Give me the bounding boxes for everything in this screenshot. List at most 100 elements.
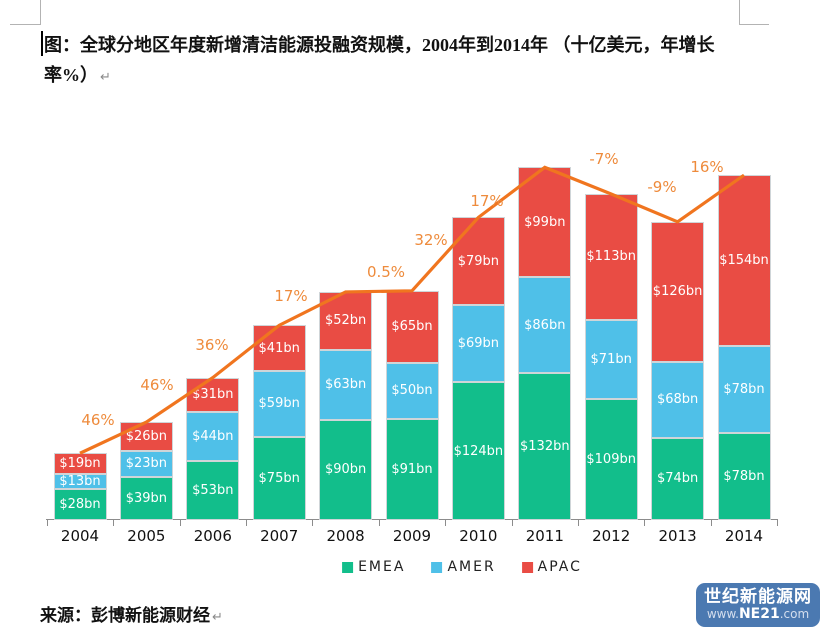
bar-value-label: $154bn: [719, 253, 769, 269]
bar-segment-apac: $41bn: [252, 325, 306, 371]
bar-value-label: $69bn: [457, 336, 500, 352]
source-text: 来源：彭博新能源财经: [40, 606, 210, 625]
bar-value-label: $74bn: [656, 471, 699, 487]
bar-value-label: $90bn: [324, 462, 367, 478]
bar-value-label: $44bn: [192, 429, 234, 445]
bar-value-label: $126bn: [652, 284, 703, 300]
bar-segment-apac: $154bn: [717, 175, 771, 347]
bar-value-label: $28bn: [59, 496, 101, 512]
bar-value-label: $41bn: [258, 340, 300, 356]
legend-swatch: [431, 561, 443, 573]
growth-rate-label: 17%: [470, 192, 504, 210]
source-line: 来源：彭博新能源财经 ↵: [40, 601, 223, 626]
bar-value-label: $99bn: [524, 214, 566, 230]
growth-rate-label: 46%: [81, 411, 115, 429]
legend-swatch: [521, 561, 533, 573]
x-axis-label: 2008: [326, 527, 365, 545]
bar-segment-apac: $126bn: [651, 221, 705, 363]
bar-segment-amer: $23bn: [119, 451, 173, 477]
bar-segment-emea: $109bn: [584, 398, 638, 520]
bar-value-label: $26bn: [125, 429, 168, 445]
paragraph-mark: ↵: [212, 609, 223, 624]
bar-segment-apac: $113bn: [584, 194, 638, 320]
bar-value-label: $39bn: [125, 490, 168, 506]
legend-label: EMEA: [358, 559, 406, 575]
x-axis-tick: [445, 519, 447, 526]
bar-value-label: $91bn: [391, 461, 433, 477]
x-axis-tick: [511, 519, 513, 526]
bar-value-label: $65bn: [391, 319, 433, 335]
legend-label: APAC: [537, 559, 582, 575]
legend-swatch: [342, 561, 354, 573]
bar-value-label: $68bn: [656, 392, 699, 408]
bar-value-label: $19bn: [59, 456, 101, 472]
paragraph-mark: ↵: [100, 69, 111, 84]
x-axis-label: 2004: [60, 527, 100, 545]
bar-segment-apac: $65bn: [385, 290, 439, 364]
bar-segment-apac: $99bn: [518, 167, 572, 278]
bar-value-label: $31bn: [192, 387, 234, 403]
page-margin-corner-right: [739, 0, 769, 25]
chart-caption-line2: 率%）: [44, 65, 98, 85]
x-axis-label: 2007: [260, 527, 299, 545]
bar-segment-amer: $13bn: [53, 474, 107, 490]
bar-segment-amer: $71bn: [584, 319, 638, 399]
bar-segment-apac: $52bn: [319, 291, 373, 350]
x-axis-tick: [179, 519, 181, 526]
bar-segment-emea: $91bn: [385, 418, 439, 520]
legend-item-emea: EMEA: [342, 559, 405, 575]
x-axis-tick: [777, 519, 779, 526]
bar-value-label: $78bn: [723, 469, 765, 485]
growth-rate-label: -7%: [589, 150, 619, 168]
bar-value-label: $78bn: [723, 382, 765, 398]
legend-item-amer: AMER: [431, 559, 495, 575]
bar-value-label: $75bn: [258, 470, 300, 486]
x-axis-label: 2011: [525, 527, 564, 545]
x-axis-tick: [644, 519, 646, 526]
bar-value-label: $50bn: [391, 383, 433, 399]
ne21-logo: 世纪新能源网 www.NE21.com: [696, 583, 820, 627]
bar-value-label: $109bn: [586, 451, 636, 467]
bar-segment-emea: $90bn: [319, 419, 373, 520]
bar-segment-amer: $50bn: [385, 363, 439, 419]
growth-rate-label: 16%: [690, 158, 724, 176]
bar-segment-apac: $26bn: [119, 422, 173, 452]
x-axis-label: 2009: [392, 527, 432, 545]
bar-segment-amer: $86bn: [518, 277, 572, 374]
x-axis-label: 2013: [658, 527, 697, 545]
bar-value-label: $13bn: [59, 474, 101, 490]
page-margin-corner-left: [10, 0, 41, 25]
bar-segment-emea: $75bn: [252, 436, 306, 520]
x-axis-tick: [246, 519, 247, 526]
bar-value-label: $59bn: [258, 396, 300, 412]
growth-rate-label: 32%: [414, 231, 448, 249]
bar-segment-amer: $68bn: [651, 362, 705, 438]
x-axis-label: 2012: [592, 527, 631, 545]
x-axis-tick: [710, 519, 712, 526]
bar-value-label: $79bn: [457, 253, 500, 269]
bar-segment-emea: $53bn: [186, 461, 240, 520]
x-axis-label: 2005: [127, 527, 166, 545]
chart-caption: 图：全球分地区年度新增清洁能源投融资规模，2004年到2014年 （十亿美元，年…: [44, 30, 764, 92]
bar-value-label: $52bn: [324, 313, 367, 329]
growth-rate-label: 36%: [195, 336, 229, 354]
growth-rate-label: 0.5%: [366, 263, 406, 281]
x-axis-tick: [378, 519, 380, 526]
legend-label: AMER: [447, 559, 496, 575]
growth-rate-label: 46%: [140, 376, 174, 394]
bar-value-label: $71bn: [590, 351, 632, 367]
x-axis-tick: [113, 519, 115, 526]
bar-value-label: $113bn: [586, 249, 636, 265]
growth-rate-label: 17%: [274, 287, 308, 305]
bar-segment-apac: $31bn: [186, 377, 240, 413]
chart-legend: EMEA AMER APAC: [342, 559, 582, 575]
x-axis-tick: [312, 519, 314, 526]
ne21-logo-name: 世纪新能源网: [704, 586, 812, 607]
bar-segment-amer: $63bn: [319, 349, 373, 420]
chart-caption-line1: 图：全球分地区年度新增清洁能源投融资规模，2004年到2014年 （十亿美元，年…: [44, 35, 715, 55]
growth-rate-label: -9%: [647, 178, 677, 196]
text-cursor: [41, 31, 43, 56]
bar-segment-emea: $78bn: [717, 433, 771, 520]
bar-segment-emea: $124bn: [451, 382, 505, 520]
